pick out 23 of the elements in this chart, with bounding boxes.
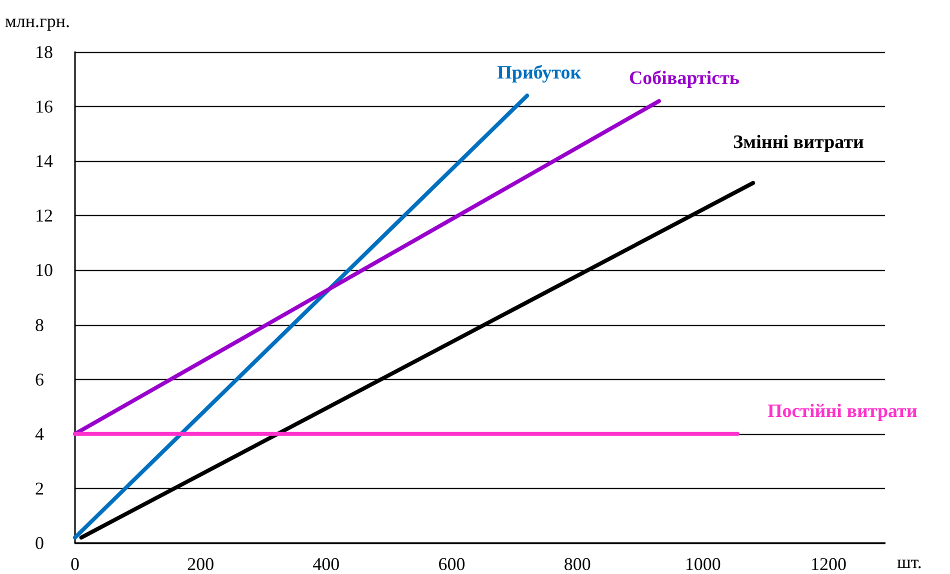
- x-tick-label: 1000: [684, 554, 721, 574]
- y-tick-label: 4: [35, 424, 44, 444]
- y-tick-label: 8: [35, 314, 44, 335]
- y-tick-label: 16: [35, 96, 53, 117]
- y-tick-label: 2: [35, 478, 44, 498]
- series-label: Собівартість: [628, 68, 740, 90]
- y-tick-label: 10: [35, 260, 53, 280]
- x-tick-label: 1200: [810, 554, 846, 574]
- y-tick-label: 6: [35, 369, 44, 390]
- x-tick-label: 600: [438, 554, 466, 574]
- series-label: Прибуток: [497, 62, 582, 84]
- y-tick-label: 0: [35, 533, 44, 553]
- x-tick-label: 200: [187, 554, 214, 574]
- series-label: Постійні витрати: [767, 400, 918, 422]
- x-axis-title: шт.: [897, 552, 922, 572]
- y-tick-label: 18: [35, 42, 53, 62]
- x-tick-label: 800: [564, 554, 591, 574]
- y-axis-title: млн.грн.: [5, 11, 70, 31]
- series-label: Змінні витрати: [733, 132, 864, 153]
- x-tick-label: 0: [70, 554, 80, 574]
- y-tick-label: 14: [35, 151, 53, 172]
- y-tick-label: 12: [35, 206, 53, 226]
- x-tick-label: 400: [312, 554, 340, 574]
